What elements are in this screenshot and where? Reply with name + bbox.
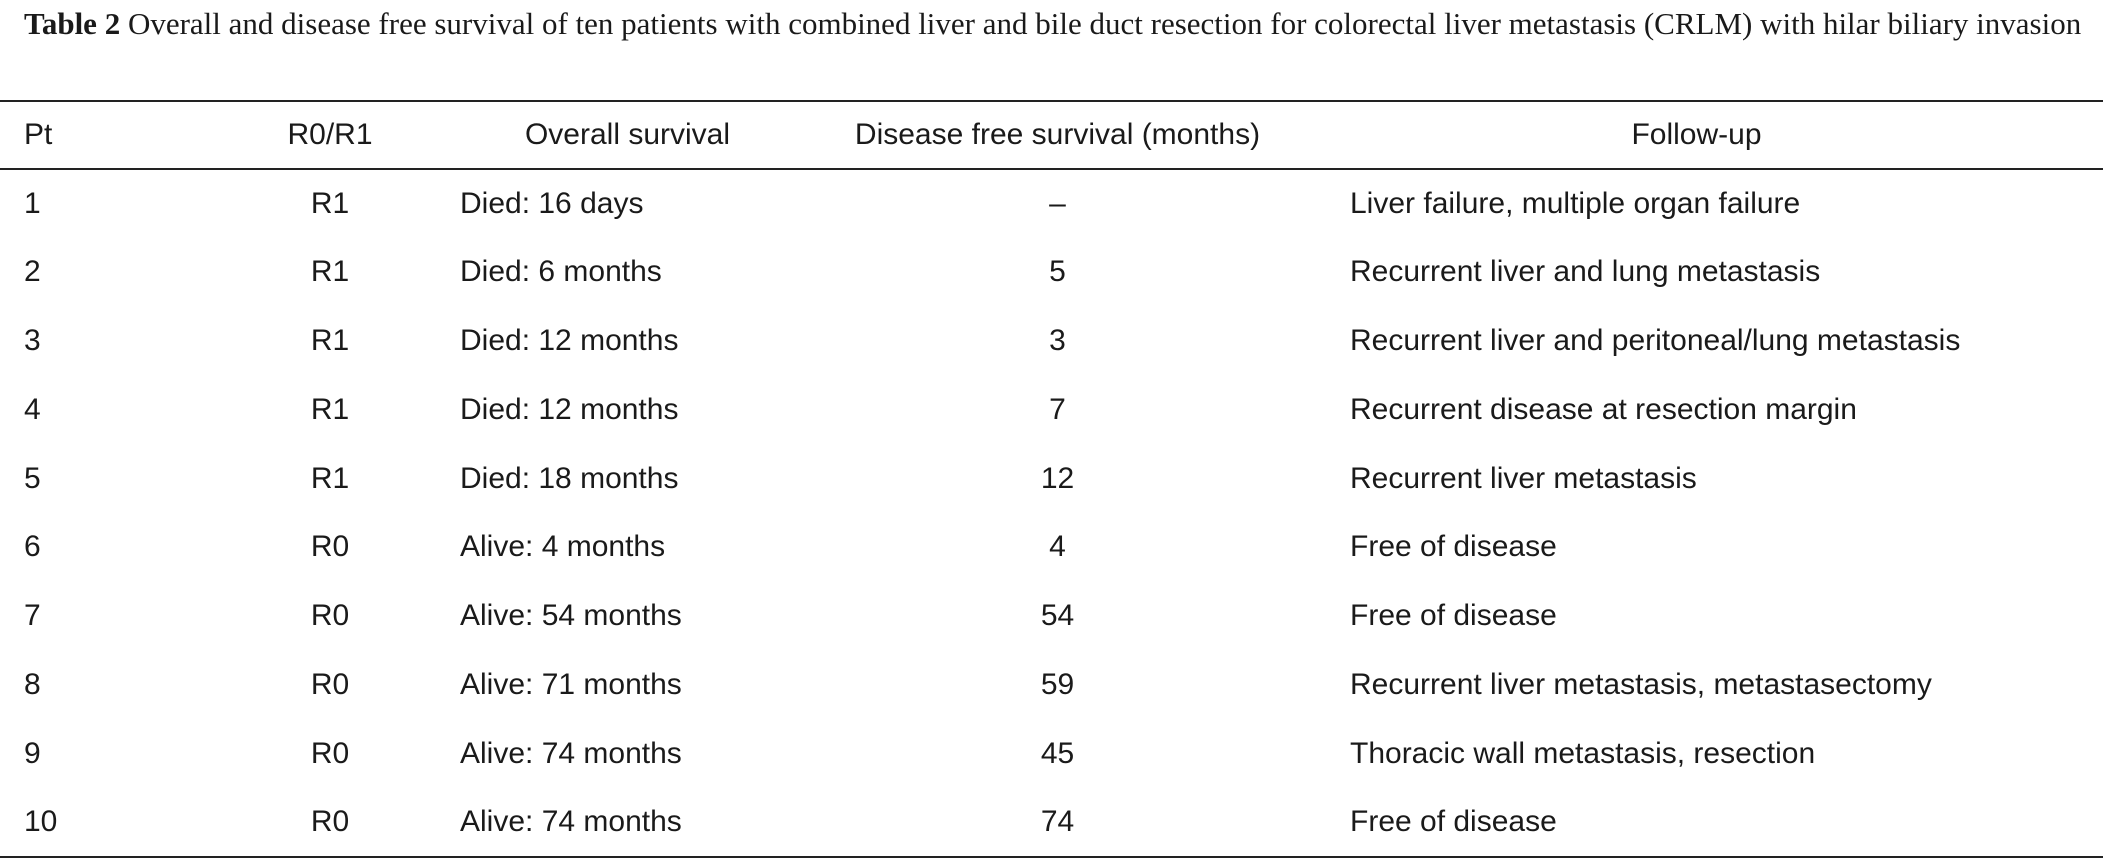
cell-overall-survival: Alive: 54 months bbox=[460, 599, 682, 633]
cell-r0-r1: R0 bbox=[310, 599, 350, 633]
cell-pt: 4 bbox=[24, 392, 41, 426]
column-header-follow-up: Follow-up bbox=[1631, 118, 1762, 151]
cell-r0-r1: R1 bbox=[310, 323, 350, 357]
cell-r0-r1: R0 bbox=[310, 805, 350, 839]
cell-follow-up: Recurrent disease at resection margin bbox=[1350, 392, 1857, 426]
cell-r0-r1: R1 bbox=[310, 461, 350, 495]
cell-overall-survival: Died: 6 months bbox=[460, 255, 662, 289]
cell-disease-free-survival: 45 bbox=[1040, 736, 1075, 770]
table-row: 4 R1 Died: 12 months 7 Recurrent disease… bbox=[0, 375, 2103, 444]
column-header-overall-survival: Overall survival bbox=[524, 118, 731, 151]
table-row: 2 R1 Died: 6 months 5 Recurrent liver an… bbox=[0, 238, 2103, 307]
cell-overall-survival: Died: 12 months bbox=[460, 323, 679, 357]
cell-disease-free-survival: 54 bbox=[1040, 599, 1075, 633]
cell-follow-up: Recurrent liver and peritoneal/lung meta… bbox=[1350, 323, 1961, 357]
cell-follow-up: Recurrent liver metastasis, metastasecto… bbox=[1350, 667, 1932, 701]
cell-r0-r1: R1 bbox=[310, 255, 350, 289]
cell-pt: 1 bbox=[24, 186, 41, 220]
cell-overall-survival: Died: 18 months bbox=[460, 461, 679, 495]
cell-follow-up: Recurrent liver and lung metastasis bbox=[1350, 255, 1821, 289]
cell-disease-free-survival: 74 bbox=[1040, 805, 1075, 839]
table-caption-text: Overall and disease free survival of ten… bbox=[127, 6, 2082, 41]
cell-follow-up: Free of disease bbox=[1350, 530, 1557, 564]
cell-pt: 6 bbox=[24, 530, 41, 564]
cell-overall-survival: Died: 12 months bbox=[460, 392, 679, 426]
table-row: 8 R0 Alive: 71 months 59 Recurrent liver… bbox=[0, 651, 2103, 720]
cell-r0-r1: R1 bbox=[310, 392, 350, 426]
table-row: 1 R1 Died: 16 days – Liver failure, mult… bbox=[0, 169, 2103, 238]
cell-follow-up: Liver failure, multiple organ failure bbox=[1350, 186, 1801, 220]
cell-pt: 10 bbox=[24, 805, 58, 839]
cell-r0-r1: R0 bbox=[310, 736, 350, 770]
cell-pt: 3 bbox=[24, 323, 41, 357]
table-body: 1 R1 Died: 16 days – Liver failure, mult… bbox=[0, 169, 2103, 857]
cell-pt: 8 bbox=[24, 667, 41, 701]
cell-r0-r1: R1 bbox=[310, 186, 350, 220]
cell-r0-r1: R0 bbox=[310, 530, 350, 564]
table-caption: Table 2 Overall and disease free surviva… bbox=[24, 0, 2094, 50]
column-header-disease-free-survival: Disease free survival (months) bbox=[854, 118, 1261, 151]
cell-disease-free-survival: 4 bbox=[1049, 530, 1066, 564]
survival-table: Pt R0/R1 Overall survival Disease free s… bbox=[0, 100, 2103, 858]
cell-follow-up: Free of disease bbox=[1350, 805, 1557, 839]
cell-pt: 9 bbox=[24, 736, 41, 770]
column-header-r0-r1: R0/R1 bbox=[287, 118, 373, 151]
cell-pt: 5 bbox=[24, 461, 41, 495]
cell-r0-r1: R0 bbox=[310, 667, 350, 701]
column-header-pt: Pt bbox=[24, 118, 53, 151]
table-row: 10 R0 Alive: 74 months 74 Free of diseas… bbox=[0, 788, 2103, 857]
cell-pt: 7 bbox=[24, 599, 41, 633]
cell-disease-free-survival: 7 bbox=[1049, 392, 1066, 426]
table-header-row: Pt R0/R1 Overall survival Disease free s… bbox=[0, 101, 2103, 169]
table-caption-label: Table 2 bbox=[24, 6, 121, 41]
table-row: 9 R0 Alive: 74 months 45 Thoracic wall m… bbox=[0, 719, 2103, 788]
cell-follow-up: Thoracic wall metastasis, resection bbox=[1350, 736, 1816, 770]
cell-pt: 2 bbox=[24, 255, 41, 289]
cell-overall-survival: Alive: 71 months bbox=[460, 667, 682, 701]
cell-disease-free-survival: 12 bbox=[1040, 461, 1075, 495]
table-row: 3 R1 Died: 12 months 3 Recurrent liver a… bbox=[0, 307, 2103, 376]
cell-overall-survival: Alive: 4 months bbox=[460, 530, 666, 564]
table-row: 7 R0 Alive: 54 months 54 Free of disease bbox=[0, 582, 2103, 651]
cell-overall-survival: Alive: 74 months bbox=[460, 805, 682, 839]
table-row: 6 R0 Alive: 4 months 4 Free of disease bbox=[0, 513, 2103, 582]
cell-disease-free-survival: – bbox=[1049, 186, 1066, 220]
cell-overall-survival: Died: 16 days bbox=[460, 186, 644, 220]
cell-follow-up: Recurrent liver metastasis bbox=[1350, 461, 1697, 495]
cell-overall-survival: Alive: 74 months bbox=[460, 736, 682, 770]
cell-disease-free-survival: 59 bbox=[1040, 667, 1075, 701]
cell-follow-up: Free of disease bbox=[1350, 599, 1557, 633]
table-header: Pt R0/R1 Overall survival Disease free s… bbox=[0, 101, 2103, 169]
cell-disease-free-survival: 3 bbox=[1049, 323, 1066, 357]
table-row: 5 R1 Died: 18 months 12 Recurrent liver … bbox=[0, 444, 2103, 513]
cell-disease-free-survival: 5 bbox=[1049, 255, 1066, 289]
